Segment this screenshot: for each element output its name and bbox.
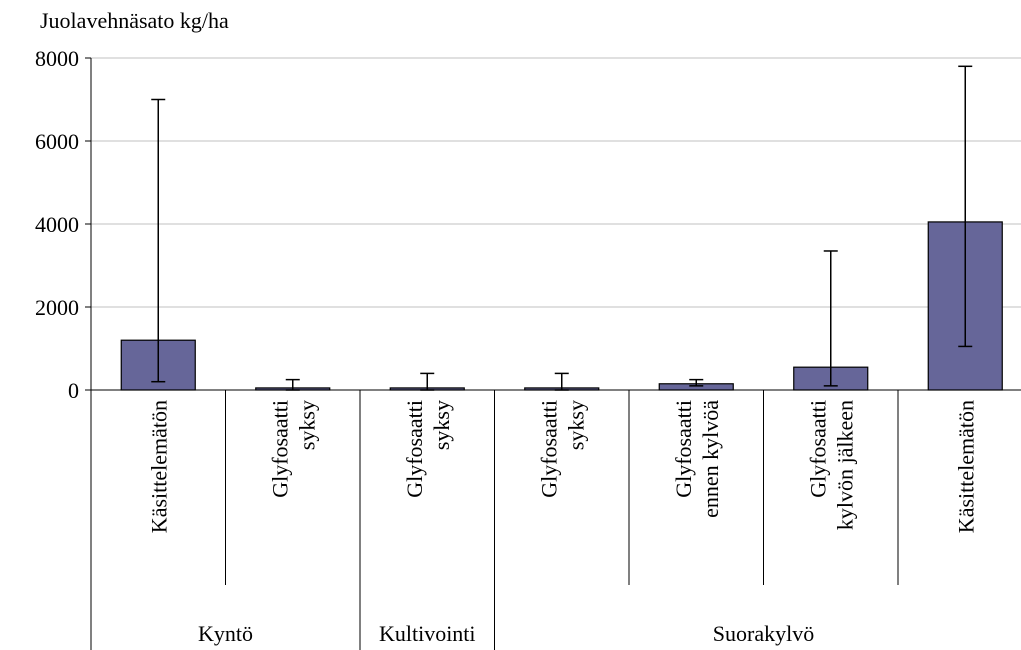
x-tick-label: Glyfosaatti: [402, 400, 427, 498]
x-tick-label: Glyfosaatti: [805, 400, 830, 498]
group-label: Suorakylvö: [713, 621, 814, 646]
y-tick-label: 4000: [35, 212, 79, 237]
x-tick-label: Glyfosaatti: [536, 400, 561, 498]
group-label: Kyntö: [198, 621, 253, 646]
y-tick-label: 8000: [35, 46, 79, 71]
y-tick-label: 0: [68, 378, 79, 403]
x-tick-label: Glyfosaatti: [267, 400, 292, 498]
x-tick-label: syksy: [429, 400, 454, 450]
x-tick-label: ennen kylvöä: [698, 400, 723, 518]
x-tick-label: syksy: [563, 400, 588, 450]
x-tick-label: Glyfosaatti: [671, 400, 696, 498]
x-tick-label: syksy: [294, 400, 319, 450]
x-tick-label: kylvön jälkeen: [832, 400, 857, 530]
y-tick-label: 6000: [35, 129, 79, 154]
y-tick-label: 2000: [35, 295, 79, 320]
x-tick-label: Käsittelemätön: [953, 400, 978, 533]
chart-title: Juolavehnäsato kg/ha: [40, 8, 229, 33]
group-label: Kultivointi: [379, 621, 476, 646]
x-tick-label: Käsittelemätön: [146, 400, 171, 533]
